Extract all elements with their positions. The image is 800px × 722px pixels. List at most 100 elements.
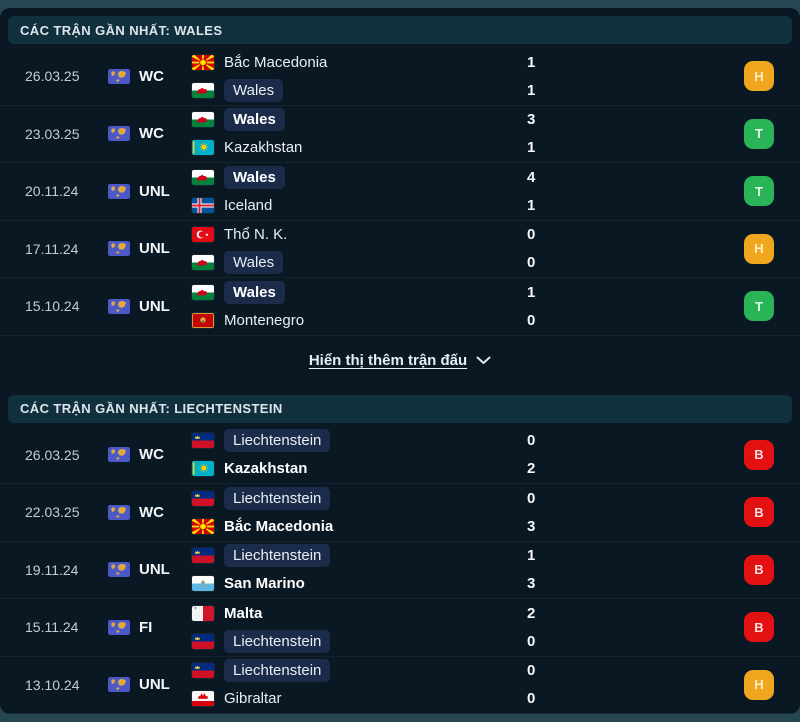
match-list: 26.03.25 WC Liechtenstein Kazakhstan 0 2 B 22.0… [0, 427, 800, 714]
flag-turkey-icon [192, 227, 214, 243]
teams-column: Liechtenstein Gibraltar [192, 657, 527, 713]
match-row[interactable]: 23.03.25 WC Wales Kazakhstan 3 1 T [0, 106, 800, 163]
match-row[interactable]: 26.03.25 WC Liechtenstein Kazakhstan 0 2 B [0, 427, 800, 484]
team-score: 1 [527, 81, 536, 99]
flag-north-macedonia-icon [192, 54, 214, 70]
team-line: Kazakhstan [192, 455, 527, 483]
team-line: Montenegro [192, 306, 527, 334]
competition: FI [108, 619, 192, 636]
match-date: 15.11.24 [25, 619, 79, 636]
match-row[interactable]: 19.11.24 UNL Liechtenstein San Marino 1 3 B [0, 542, 800, 599]
result-badge: B [744, 554, 774, 585]
team-name: Bắc Macedonia [224, 517, 334, 535]
flag-liechtenstein-icon [192, 490, 214, 506]
match-row[interactable]: 17.11.24 UNL Thổ N. K. Wales 0 0 H [0, 221, 800, 278]
match-row[interactable]: 15.10.24 UNL Wales Montenegro 1 0 T [0, 278, 800, 336]
team-line: Liechtenstein [192, 484, 527, 512]
team-score: 4 [527, 168, 536, 186]
match-row[interactable]: 15.11.24 FI Malta Liechtenstein 2 0 B [0, 599, 800, 657]
team-score: 1 [527, 547, 536, 565]
teams-column: Malta Liechtenstein [192, 599, 527, 655]
competition-code: FI [139, 618, 153, 636]
competition: WC [108, 125, 192, 142]
world-flag-icon [108, 298, 130, 314]
match-row[interactable]: 22.03.25 WC Liechtenstein Bắc Macedonia 0 3 B [0, 484, 800, 542]
team-score: 1 [527, 53, 536, 71]
team-line: Liechtenstein [192, 627, 527, 655]
world-flag-icon [108, 504, 130, 520]
team-name: Wales [224, 251, 284, 275]
chevron-down-icon [476, 356, 491, 365]
competition: UNL [108, 240, 192, 257]
result-badge-cell: B [744, 439, 774, 470]
result-badge: B [744, 497, 774, 528]
team-name: Liechtenstein [224, 544, 331, 568]
team-line: Wales [192, 106, 527, 134]
match-list: 26.03.25 WC Bắc Macedonia Wales 1 1 H 23.03.25 W… [0, 48, 800, 336]
world-flag-icon [108, 677, 130, 693]
team-score: 0 [527, 432, 536, 450]
result-badge-cell: H [744, 233, 774, 264]
team-score: 0 [527, 690, 536, 708]
competition-code: WC [139, 446, 164, 464]
team-name: Wales [224, 280, 285, 304]
flag-liechtenstein-icon [192, 433, 214, 449]
section-wales: CÁC TRẬN GẦN NHẤT: WALES 26.03.25 WC Bắc M… [0, 16, 800, 386]
world-flag-icon [108, 619, 130, 635]
flag-wales-icon [192, 112, 214, 128]
competition-code: WC [139, 125, 164, 143]
team-name: Gibraltar [224, 690, 282, 708]
result-badge: T [744, 291, 774, 322]
flag-north-macedonia-icon [192, 518, 214, 534]
world-flag-icon [108, 447, 130, 463]
show-more-label: Hiển thị thêm trận đấu [308, 352, 468, 369]
section-liechtenstein: CÁC TRẬN GẦN NHẤT: LIECHTENSTEIN 26.03.2… [0, 394, 800, 714]
competition-code: UNL [139, 297, 170, 315]
world-flag-icon [108, 68, 130, 84]
section-title: CÁC TRẬN GẦN NHẤT: WALES [8, 16, 792, 44]
world-flag-icon [108, 126, 130, 142]
team-line: Bắc Macedonia [192, 512, 527, 540]
team-line: San Marino [192, 570, 527, 598]
teams-column: Wales Kazakhstan [192, 106, 527, 162]
flag-kazakhstan-icon [192, 461, 214, 477]
competition: WC [108, 68, 192, 85]
competition: WC [108, 446, 192, 463]
team-score: 1 [527, 196, 536, 214]
flag-liechtenstein-icon [192, 633, 214, 649]
competition-code: UNL [139, 182, 170, 200]
team-name: Iceland [224, 196, 273, 214]
match-row[interactable]: 26.03.25 WC Bắc Macedonia Wales 1 1 H [0, 48, 800, 106]
match-row[interactable]: 20.11.24 UNL Wales Iceland 4 1 T [0, 163, 800, 221]
team-score: 0 [527, 662, 536, 680]
team-score: 1 [527, 283, 536, 301]
team-name: Bắc Macedonia [224, 53, 328, 71]
teams-column: Thổ N. K. Wales [192, 221, 527, 277]
team-name: Montenegro [224, 311, 305, 329]
competition: UNL [108, 183, 192, 200]
team-score: 0 [527, 254, 536, 272]
team-line: Thổ N. K. [192, 221, 527, 249]
team-score: 3 [527, 575, 536, 593]
result-badge: T [744, 118, 774, 149]
teams-column: Liechtenstein Kazakhstan [192, 427, 527, 483]
match-row[interactable]: 13.10.24 UNL Liechtenstein Gibraltar 0 0 H [0, 657, 800, 714]
match-date: 17.11.24 [25, 240, 79, 257]
result-badge-cell: B [744, 612, 774, 643]
match-date: 22.03.25 [25, 504, 80, 521]
team-line: Kazakhstan [192, 134, 527, 162]
team-name: San Marino [224, 575, 305, 593]
competition: UNL [108, 298, 192, 315]
team-line: Wales [192, 163, 527, 191]
team-name: Wales [224, 108, 285, 132]
world-flag-icon [108, 183, 130, 199]
team-score: 0 [527, 489, 536, 507]
show-more-button[interactable]: Hiển thị thêm trận đấu [309, 352, 491, 369]
competition-code: WC [139, 67, 164, 85]
match-date: 26.03.25 [25, 68, 80, 85]
result-badge-cell: T [744, 291, 774, 322]
competition-code: WC [139, 503, 164, 521]
